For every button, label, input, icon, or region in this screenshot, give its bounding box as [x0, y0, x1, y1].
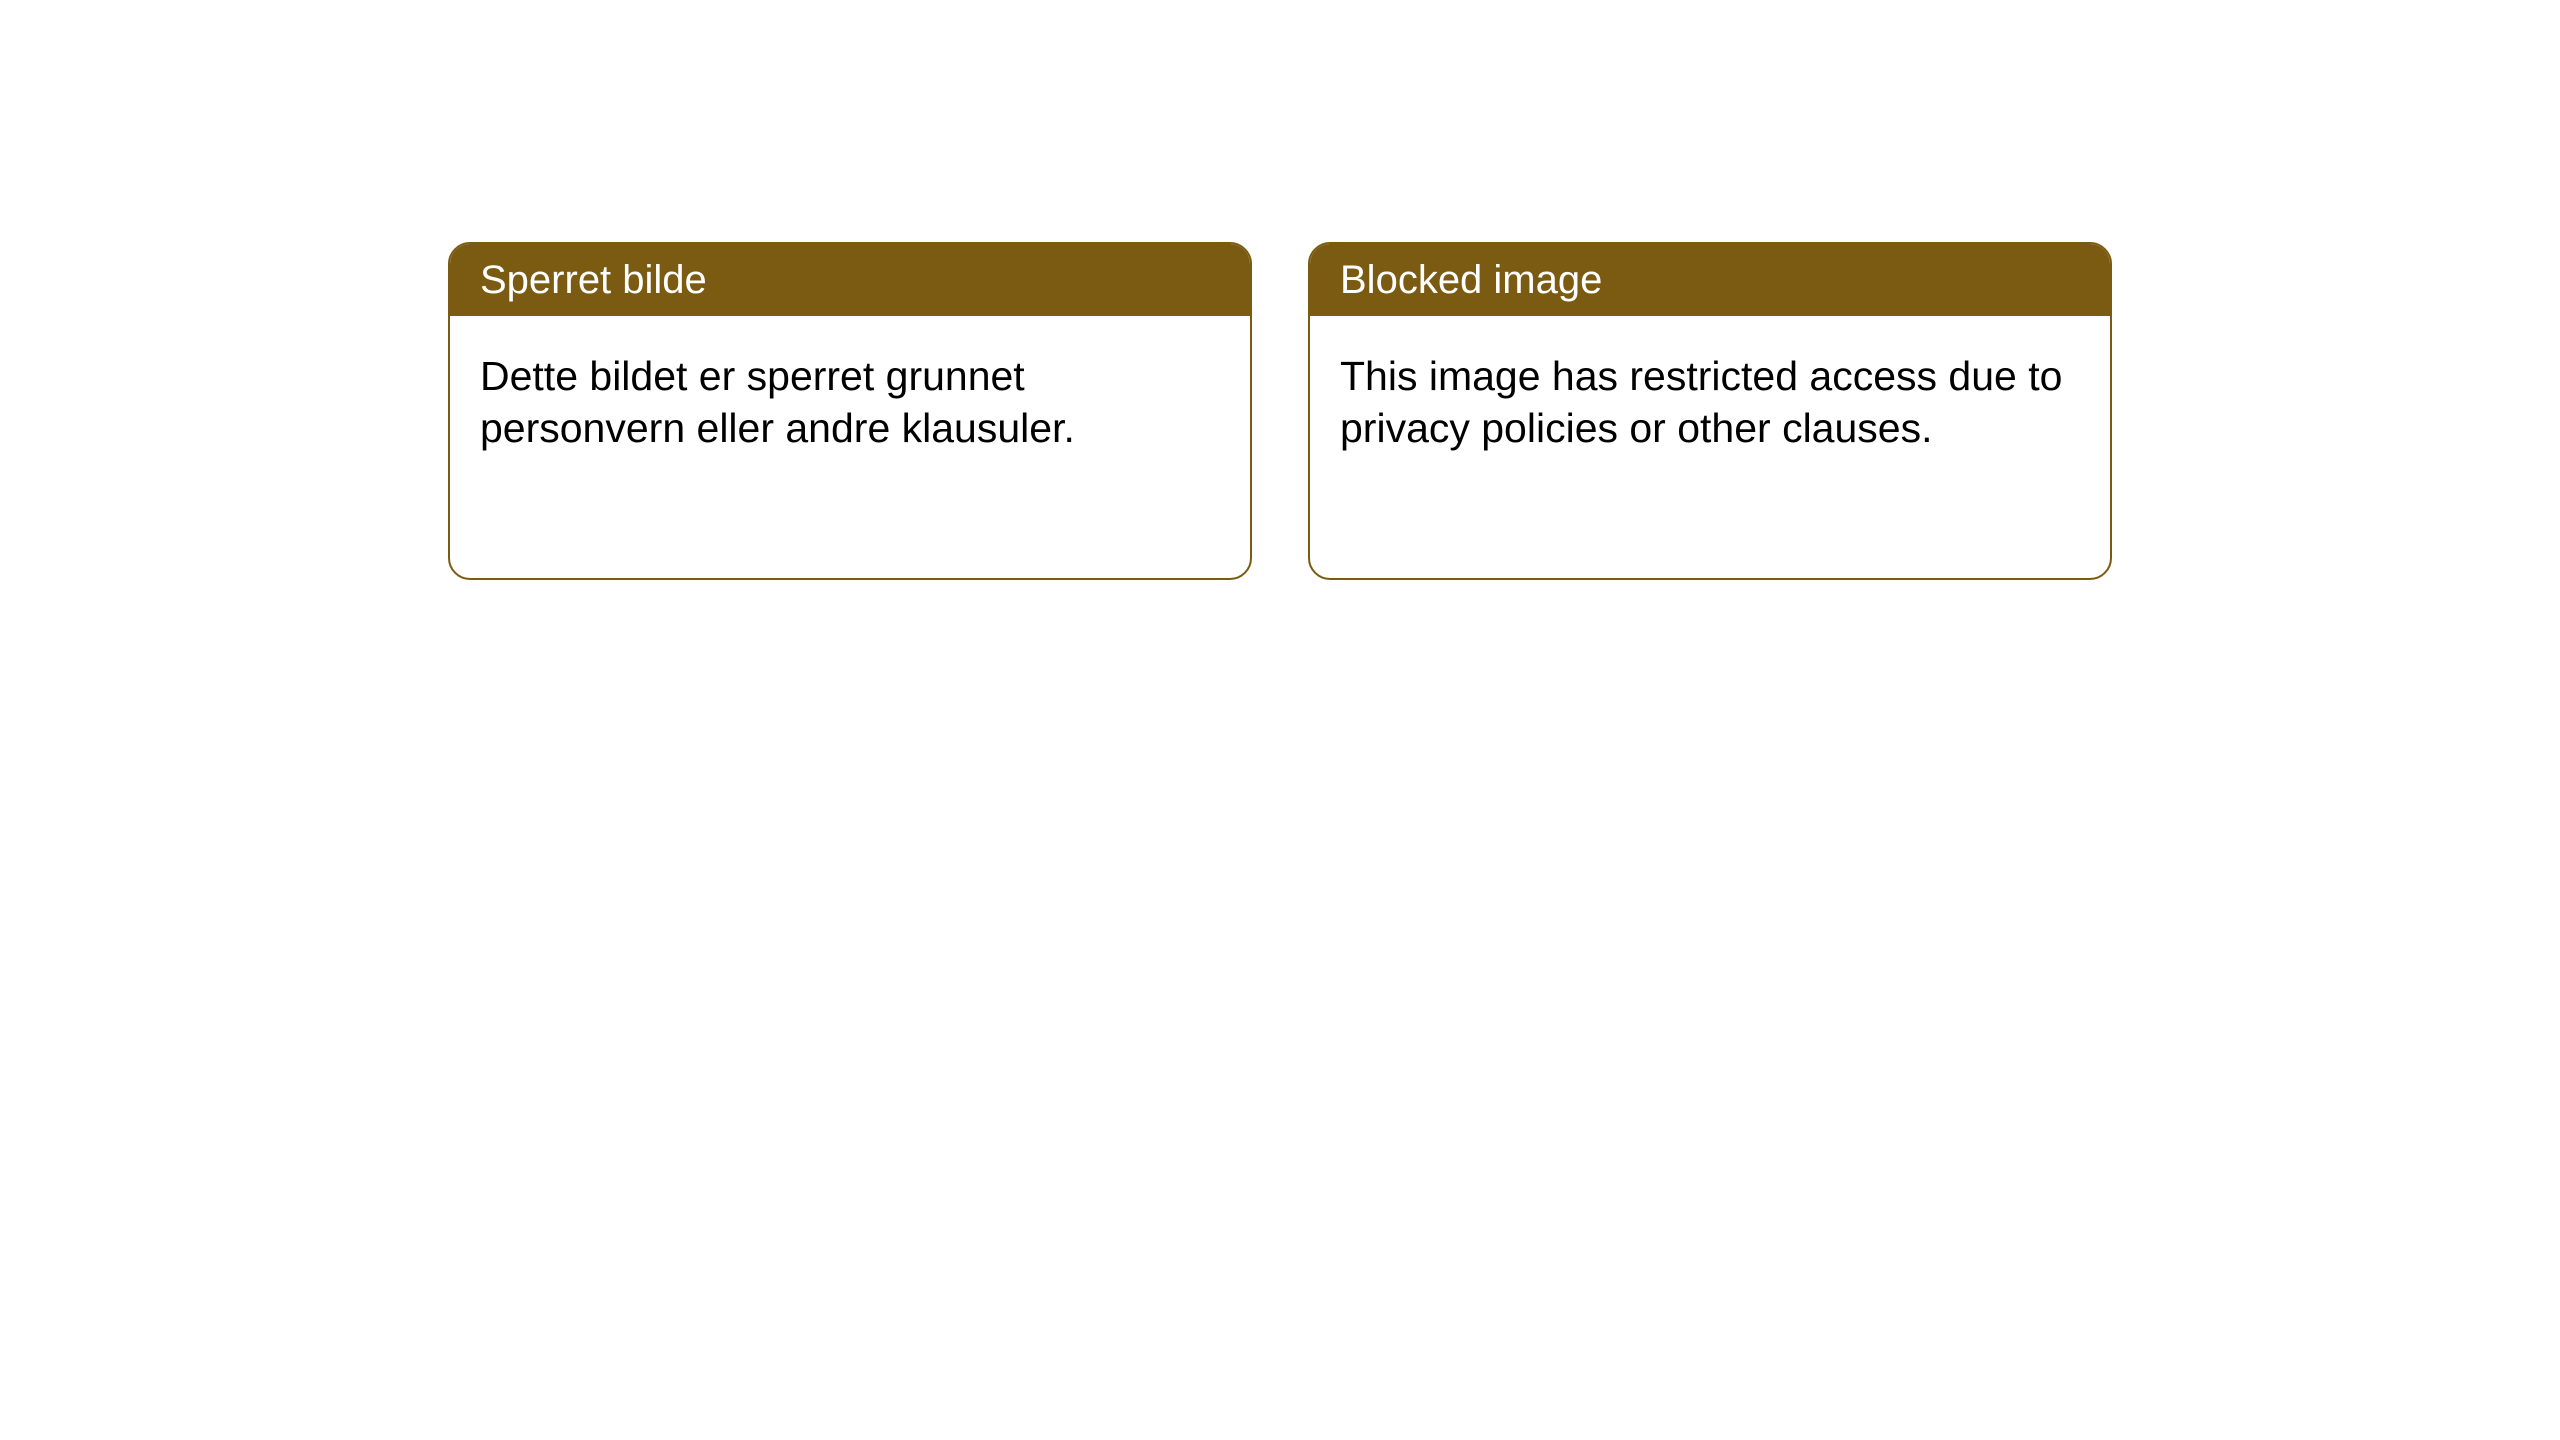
- notice-card-body-norwegian: Dette bildet er sperret grunnet personve…: [450, 316, 1250, 489]
- notice-card-title-english: Blocked image: [1310, 244, 2110, 316]
- notice-cards-container: Sperret bilde Dette bildet er sperret gr…: [448, 242, 2560, 580]
- notice-card-title-norwegian: Sperret bilde: [450, 244, 1250, 316]
- notice-card-norwegian: Sperret bilde Dette bildet er sperret gr…: [448, 242, 1252, 580]
- notice-card-body-english: This image has restricted access due to …: [1310, 316, 2110, 489]
- notice-card-english: Blocked image This image has restricted …: [1308, 242, 2112, 580]
